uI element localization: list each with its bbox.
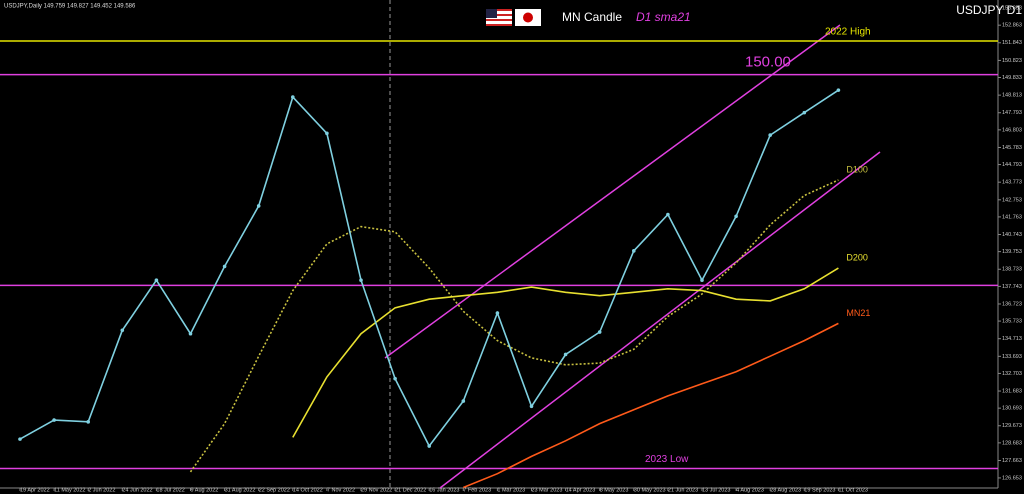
flag-jp xyxy=(515,9,541,26)
price-point xyxy=(734,214,738,219)
series-label: D200 xyxy=(846,252,868,262)
x-tick-label: 19 Apr 2022 xyxy=(20,487,50,493)
x-tick-label: 23 Mar 2023 xyxy=(532,487,563,493)
price-point xyxy=(393,376,397,381)
x-tick-label: 8 May 2023 xyxy=(600,487,629,493)
y-tick-label: 142.753 xyxy=(1002,197,1022,203)
series-label: D100 xyxy=(846,164,868,174)
series-label: MN21 xyxy=(846,308,870,318)
y-tick-label: 132.703 xyxy=(1002,371,1022,377)
x-tick-label: 11 May 2022 xyxy=(54,487,85,493)
price-point xyxy=(154,278,159,282)
x-tick-label: 2 Jun 2022 xyxy=(88,487,115,493)
y-tick-label: 131.683 xyxy=(1002,388,1022,394)
y-tick-label: 151.843 xyxy=(1002,40,1022,46)
symbol: USDJPY D1 xyxy=(956,3,1022,17)
x-tick-label: 28 Aug 2023 xyxy=(770,487,801,493)
y-tick-label: 135.733 xyxy=(1002,319,1022,325)
y-tick-label: 152.863 xyxy=(1002,23,1022,29)
price-point xyxy=(666,212,670,217)
y-tick-label: 149.833 xyxy=(1002,75,1022,81)
price-point xyxy=(700,278,704,282)
x-tick-label: 14 Apr 2023 xyxy=(566,487,596,493)
price-point xyxy=(597,330,602,334)
x-tick-label: 16 Jan 2023 xyxy=(429,487,459,493)
y-tick-label: 148.813 xyxy=(1002,93,1022,99)
chart-title: MN Candle xyxy=(562,10,622,24)
y-tick-label: 133.693 xyxy=(1002,354,1022,360)
y-tick-label: 134.713 xyxy=(1002,336,1022,342)
x-tick-label: 21 Jun 2023 xyxy=(668,487,698,493)
header: USDJPY,Daily 149.759 149.827 149.452 149… xyxy=(4,4,136,10)
y-tick-label: 126.653 xyxy=(1002,475,1022,481)
price-point xyxy=(256,204,261,208)
price-point xyxy=(188,331,193,336)
y-tick-label: 137.743 xyxy=(1002,284,1022,290)
x-tick-label: 1 Mar 2023 xyxy=(497,487,525,493)
x-tick-label: 19 Sep 2023 xyxy=(804,487,835,493)
y-tick-label: 144.793 xyxy=(1002,162,1022,168)
channel-line xyxy=(384,24,841,359)
price-point xyxy=(495,311,500,315)
channel-line xyxy=(439,151,881,489)
price-point xyxy=(529,404,534,409)
ma-line xyxy=(189,179,839,473)
price-point xyxy=(632,249,636,253)
price-point xyxy=(836,88,841,92)
y-tick-label: 141.763 xyxy=(1002,214,1022,220)
x-tick-label: 29 Nov 2022 xyxy=(361,487,392,493)
x-tick-label: 7 Nov 2022 xyxy=(327,487,355,493)
price-point xyxy=(18,437,22,441)
price-point xyxy=(120,328,125,333)
y-tick-label: 139.753 xyxy=(1002,249,1022,255)
h-line-label: 2022 High xyxy=(825,27,871,38)
x-tick-label: 30 May 2023 xyxy=(634,487,666,493)
y-tick-label: 127.663 xyxy=(1002,458,1022,464)
x-tick-label: 9 Aug 2022 xyxy=(191,487,219,493)
chart-subtitle: D1 sma21 xyxy=(636,10,691,24)
y-tick-label: 147.793 xyxy=(1002,110,1022,116)
price-point xyxy=(563,352,568,357)
x-tick-label: 11 Oct 2023 xyxy=(838,487,868,493)
price-point xyxy=(291,95,295,99)
price-point xyxy=(768,133,772,137)
x-tick-label: 14 Oct 2022 xyxy=(293,487,323,493)
ma-line xyxy=(292,267,839,438)
price-point xyxy=(222,264,227,269)
y-tick-label: 140.743 xyxy=(1002,232,1022,238)
y-tick-label: 153.853 xyxy=(1002,6,1022,12)
x-tick-label: 24 Jun 2022 xyxy=(122,487,152,493)
y-tick-label: 129.673 xyxy=(1002,423,1022,429)
y-tick-label: 130.693 xyxy=(1002,406,1022,412)
y-tick-label: 150.823 xyxy=(1002,58,1022,64)
y-tick-label: 143.773 xyxy=(1002,180,1022,186)
x-tick-label: 31 Aug 2022 xyxy=(225,487,256,493)
y-tick-label: 136.723 xyxy=(1002,301,1022,307)
price-point xyxy=(359,278,363,282)
y-tick-label: 145.783 xyxy=(1002,145,1022,151)
x-tick-label: 21 Dec 2022 xyxy=(395,487,426,493)
y-tick-label: 138.733 xyxy=(1002,267,1022,273)
x-tick-label: 18 Jul 2022 xyxy=(156,487,184,493)
flag-us xyxy=(486,9,512,26)
x-tick-label: 7 Feb 2023 xyxy=(463,487,491,493)
y-tick-label: 146.803 xyxy=(1002,127,1022,133)
price-point xyxy=(86,420,90,424)
x-tick-label: 22 Sep 2022 xyxy=(259,487,290,493)
y-tick-label: 128.683 xyxy=(1002,440,1022,446)
x-tick-label: 4 Aug 2023 xyxy=(736,487,764,493)
price-point xyxy=(802,110,807,115)
h-line-label: 150.00 xyxy=(745,54,791,71)
ma-line xyxy=(462,322,839,489)
price-point xyxy=(52,418,56,422)
price-point xyxy=(461,399,466,403)
h-line-label: 2023 Low xyxy=(645,454,689,465)
price-point xyxy=(325,131,329,136)
price-point xyxy=(427,444,432,448)
x-tick-label: 13 Jul 2023 xyxy=(702,487,730,493)
